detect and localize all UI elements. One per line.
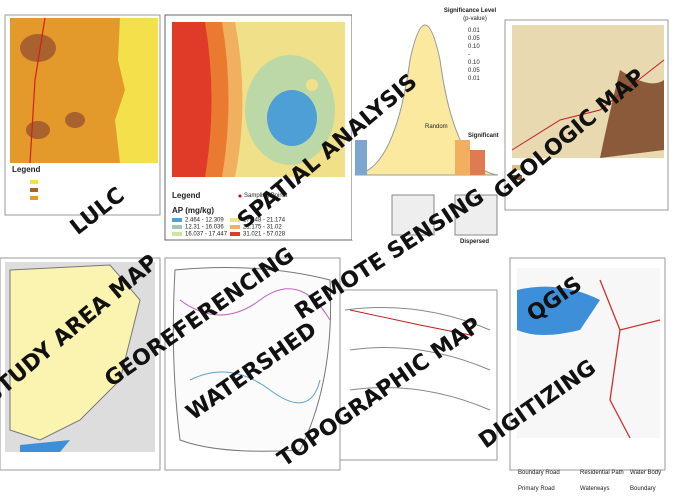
legend-label: Boundary [630,486,656,492]
legend-subtitle: (p-value) [463,16,487,22]
pattern-label: Dispersed [460,239,489,245]
legend-label: 2.464 - 12.309 [185,218,224,224]
legend-title: Legend [172,191,201,200]
study-area-map [0,257,161,471]
watershed-map [164,257,341,471]
p-value: 0.01 [468,76,480,82]
p-value: 0.05 [468,68,480,74]
legend-label: 21.175 - 31.02 [243,225,282,231]
legend-label: 31.021 - 57.028 [243,232,286,238]
legend-title: Significance Level [444,8,497,14]
legend-label: 12.31 - 16.036 [185,225,224,231]
geologic-map [504,19,669,211]
p-value: 0.10 [468,60,480,66]
qgis-map: Boundary Road Residential Path Water Bod… [509,257,666,492]
legend-label: Sampling Points [244,193,287,199]
legend-label: Primary Road [518,486,555,492]
curve-label: Significant [468,133,499,139]
topographic-map [339,289,498,461]
significance-curve: Significance Level (p-value) 0.01 0.05 0… [352,0,502,245]
p-value: 0.10 [468,44,480,50]
legend-label: 17.448 - 21.174 [243,218,286,224]
unit-label: AP (mg/kg) [172,206,214,215]
legend-label: 16.037 - 17.447 [185,232,228,238]
legend-title: Legend [12,165,41,174]
curve-label: Random [425,124,448,130]
legend-label: Waterways [580,486,609,492]
p-value: 0.05 [468,36,480,42]
lulc-map: Legend [4,14,161,216]
p-value: - [468,52,470,58]
p-value: 0.01 [468,28,480,34]
legend-label: Water Body [630,470,661,476]
legend-label: Residential Path [580,470,624,476]
legend-label: Boundary Road [518,470,560,476]
